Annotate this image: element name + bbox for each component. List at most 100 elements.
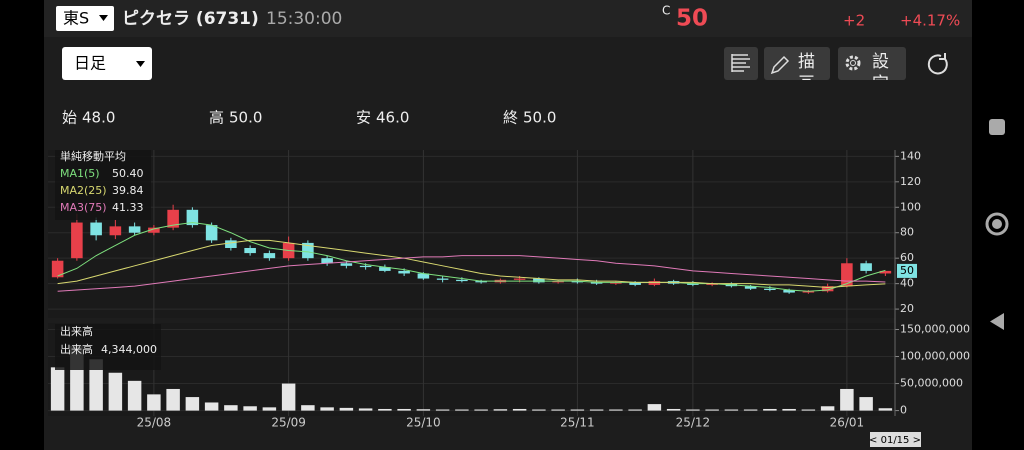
volume-bar [801, 409, 816, 411]
change-pct: +4.17% [900, 12, 960, 30]
y-tick-label: 140 [900, 149, 921, 162]
volume-bar [609, 409, 623, 411]
legend-value: 4,344,000 [101, 343, 157, 356]
volume-bar [647, 404, 662, 411]
cursor-box [870, 432, 921, 447]
volume-bar [224, 405, 238, 411]
x-tick-label: 25/11 [560, 416, 595, 430]
recent-apps[interactable] [989, 119, 1005, 135]
settings-label: 設定 [872, 52, 889, 80]
ohlc-value: 46.0 [376, 109, 409, 127]
draw-label: 描画 [798, 52, 815, 80]
y-tick-label: 100,000,000 [900, 350, 970, 363]
volume-bar [474, 409, 488, 411]
volume-bar [185, 397, 200, 411]
candle-body [148, 227, 160, 233]
market-select[interactable] [56, 6, 114, 31]
volume-bar [859, 397, 873, 411]
candle-body [590, 282, 603, 284]
candle-body [860, 263, 872, 271]
legend-value: 39.84 [112, 184, 144, 197]
ohlc-label: 始 [62, 109, 77, 127]
x-tick-label: 25/12 [676, 416, 711, 430]
candle-body [90, 222, 102, 236]
volume-bar [339, 407, 354, 411]
volume-bar [301, 405, 315, 411]
volume-bar [840, 388, 854, 411]
volume-bar [108, 372, 123, 411]
volume-bar [127, 380, 142, 411]
candle-body [167, 209, 179, 228]
candle-body [571, 281, 584, 283]
period-select[interactable] [62, 47, 152, 80]
y-tick-label: 20 [900, 302, 914, 315]
legend-title: 出来高 [60, 324, 93, 338]
volume-bar [89, 359, 103, 411]
legend-box [55, 324, 161, 370]
home-dot [992, 219, 1002, 229]
volume-bar [358, 408, 373, 411]
legend-title: 単純移動平均 [60, 149, 126, 163]
y-tick-label: 0 [900, 404, 907, 417]
candle-body [186, 209, 199, 226]
y-tick-label: 100 [900, 200, 921, 213]
candle-body [302, 242, 314, 259]
candle-body [629, 282, 641, 285]
top-bar [44, 0, 972, 37]
volume-bar [50, 367, 65, 411]
refresh[interactable] [927, 53, 948, 75]
home[interactable] [985, 212, 1009, 236]
ma-line [57, 255, 886, 292]
ohlc-label: 高 [209, 109, 224, 127]
candle-body [783, 290, 795, 293]
x-tick-label: 25/10 [406, 416, 441, 430]
candle-body [706, 283, 718, 285]
volume-bar [782, 408, 796, 411]
volume-bar [166, 388, 180, 411]
candle-body [821, 286, 834, 292]
caret [136, 61, 145, 67]
price-prefix: C [662, 4, 670, 18]
candle-body [340, 263, 353, 266]
price: 50 [676, 6, 708, 32]
change: +2 [843, 12, 865, 30]
volume-bar [705, 409, 719, 411]
volume-bar [512, 408, 527, 411]
back[interactable] [990, 313, 1004, 330]
volume-bar [570, 409, 585, 411]
market: 東S [63, 9, 89, 28]
candle-body [475, 281, 487, 283]
ohlc-value: 50.0 [523, 109, 556, 127]
candle-body [841, 263, 853, 287]
volume-bar [455, 409, 469, 411]
draw-button[interactable]: 描画 [764, 47, 830, 80]
candle-body [128, 226, 141, 233]
candle-body [687, 283, 699, 285]
x-tick-label: 25/08 [137, 416, 172, 430]
legend-box [55, 150, 151, 220]
volume-bar [378, 408, 392, 411]
candle-body [205, 225, 218, 241]
legend-value: 50.40 [112, 167, 144, 180]
volume-bar [147, 394, 161, 411]
candle-body [398, 270, 410, 274]
candle-body [513, 278, 526, 280]
candle-body [744, 286, 757, 289]
legend-name: MA3(75) [60, 201, 107, 214]
legend-name: 出来高 [60, 342, 93, 356]
volume-bar [532, 409, 546, 411]
candle-body [359, 265, 372, 268]
settings-button[interactable]: 設定 [838, 47, 906, 80]
ohlc-value: 50.0 [229, 109, 262, 127]
volume-bar [493, 409, 508, 411]
candle-body [533, 278, 545, 283]
price-tag-label: 50 [900, 264, 914, 277]
pencil [770, 55, 790, 75]
candle-body [436, 278, 449, 280]
volume-bar [243, 406, 257, 411]
candle-body [71, 222, 83, 259]
x-tick-label: 26/01 [830, 416, 865, 430]
y-tick-label: 50,000,000 [900, 377, 963, 390]
y-tick-label: 150,000,000 [900, 322, 970, 335]
ma-line [57, 239, 886, 288]
